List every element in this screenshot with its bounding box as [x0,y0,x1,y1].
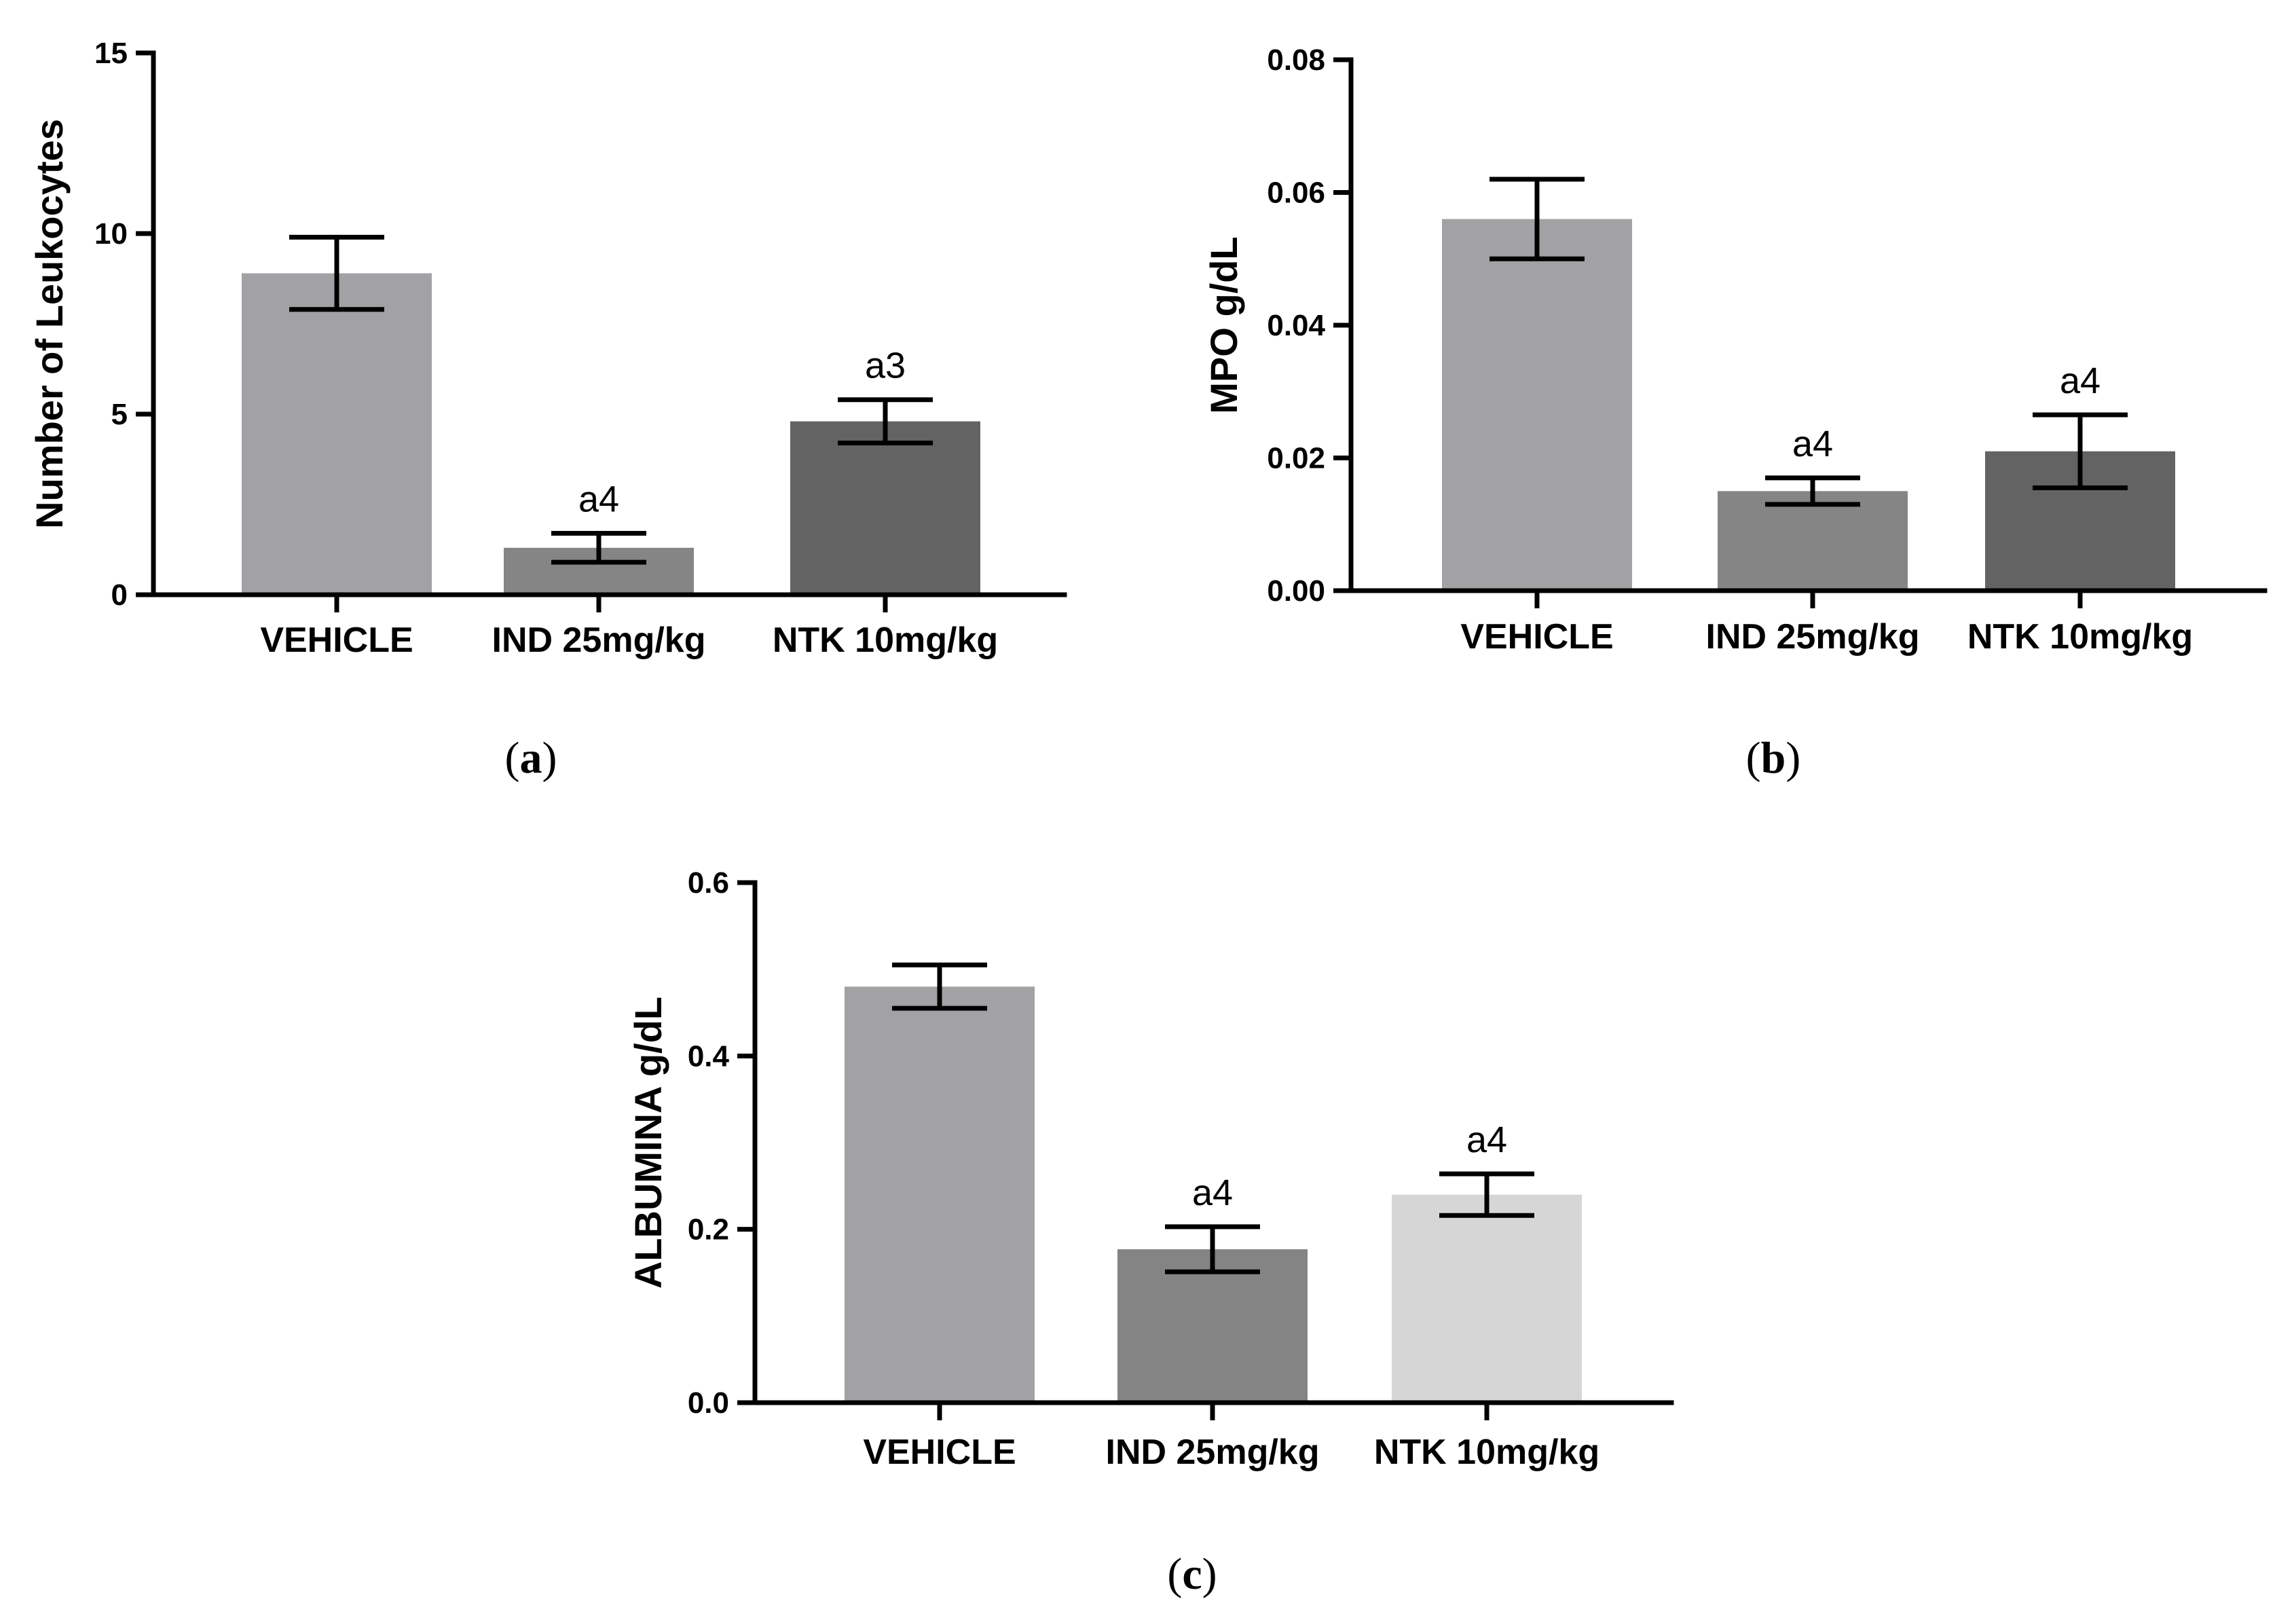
y-axis-label-b: MPO g/dL [1202,236,1245,413]
x-tick-label-a-2: NTK 10mg/kg [773,621,998,660]
x-tick-label-a-0: VEHICLE [260,621,413,660]
x-tick-label-c-0: VEHICLE [863,1433,1016,1472]
bar-a-1 [242,273,432,595]
panel-label-c-letter: c [1182,1549,1202,1599]
panel-label-b-letter: b [1761,733,1786,783]
bar-a-3 [790,421,980,595]
chart-panel-c: 0.0 0.2 0.4 0.6 VEHICLE IND 25mg/kg NTK 10mg/k… [627,866,1674,1472]
y-tick-label-c-2: 0.4 [688,1039,730,1073]
x-tick-label-b-1: IND 25mg/kg [1706,617,1920,657]
chart-panel-b: 0.00 0.02 0.04 0.06 0.08 VEHICLE IND 25mg/kg NT… [1202,43,2268,657]
y-tick-label-a-3: 15 [94,37,128,70]
y-tick-label-a-2: 10 [94,217,128,251]
y-tick-label-c-0: 0.0 [688,1386,729,1420]
x-tick-label-c-2: NTK 10mg/kg [1374,1433,1599,1472]
x-tick-label-b-2: NTK 10mg/kg [1967,617,2193,657]
y-tick-label-c-3: 0.6 [688,866,729,900]
bar-c-1 [845,986,1035,1403]
y-tick-label-b-1: 0.02 [1267,442,1325,475]
y-tick-label-b-3: 0.06 [1267,177,1325,210]
panel-label-a: (a) [505,733,557,783]
bar-c-3 [1392,1194,1582,1403]
significance-label-c-3: a4 [1466,1120,1507,1160]
y-tick-label-a-1: 5 [111,398,128,431]
bar-b-2 [1718,491,1908,591]
y-tick-label-b-4: 0.08 [1267,43,1325,77]
significance-label-b-3: a4 [2060,361,2101,401]
y-axis-label-a: Number of Leukocytes [28,119,71,529]
y-tick-label-b-2: 0.04 [1267,309,1325,342]
y-tick-label-c-1: 0.2 [688,1213,729,1247]
x-tick-label-c-1: IND 25mg/kg [1106,1433,1320,1472]
panel-label-c: (c) [1167,1549,1217,1599]
bar-b-1 [1442,219,1632,591]
panel-label-b: (b) [1746,733,1801,783]
y-tick-label-a-0: 0 [111,578,128,612]
y-tick-label-b-0: 0.00 [1267,574,1325,608]
x-tick-label-b-0: VEHICLE [1460,617,1613,657]
significance-label-b-2: a4 [1792,424,1833,464]
x-tick-label-a-1: IND 25mg/kg [492,621,706,660]
significance-label-c-2: a4 [1192,1173,1233,1213]
panel-label-a-letter: a [520,733,542,783]
y-axis-label-c: ALBUMINA g/dL [627,997,669,1289]
significance-label-a-2: a4 [578,479,619,520]
chart-panel-a: 0 5 10 15 VEHICLE IND 25mg/kg NTK 10mg/kg a4 a3 N… [28,37,1067,660]
bar-c-2 [1117,1249,1308,1403]
significance-label-a-3: a3 [865,346,906,386]
